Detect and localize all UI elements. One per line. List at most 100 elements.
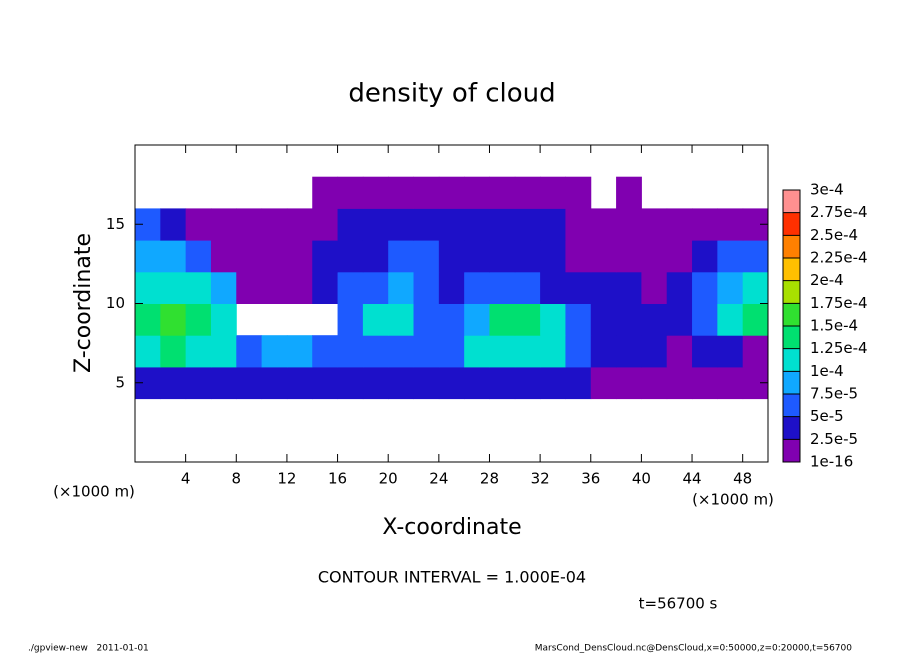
cell xyxy=(616,176,642,209)
x-tick-label: 40 xyxy=(632,470,651,488)
cell xyxy=(286,240,313,273)
cell xyxy=(413,271,440,304)
y-tick-label: 5 xyxy=(115,373,125,391)
cell xyxy=(413,176,440,209)
cell xyxy=(337,366,364,400)
cell xyxy=(641,271,668,304)
cell xyxy=(413,335,440,368)
cell xyxy=(185,240,212,273)
cell xyxy=(185,366,212,400)
cell xyxy=(489,366,516,400)
cell xyxy=(210,335,237,368)
x-tick-label: 24 xyxy=(429,470,448,488)
colorbar-swatch xyxy=(783,394,800,417)
cell xyxy=(641,303,668,336)
cell xyxy=(312,271,339,304)
cell xyxy=(565,366,592,400)
cell xyxy=(692,335,718,368)
cell xyxy=(337,335,364,368)
cell xyxy=(261,271,288,304)
y-tick-label: 10 xyxy=(106,294,125,312)
cell xyxy=(210,208,237,241)
cell xyxy=(388,303,415,336)
y-unit-label: (×1000 m) xyxy=(53,483,135,501)
cell xyxy=(438,176,465,209)
cell xyxy=(641,240,668,273)
cell xyxy=(540,303,566,336)
cell xyxy=(717,208,744,241)
colorbar-swatch xyxy=(783,371,800,394)
cell xyxy=(464,176,490,209)
colorbar-label: 1.75e-4 xyxy=(810,294,868,312)
cell xyxy=(337,271,364,304)
cell xyxy=(666,240,693,273)
cell xyxy=(312,208,339,241)
colorbar-swatch xyxy=(783,303,800,326)
cell xyxy=(666,208,693,241)
colorbar-label: 7.5e-5 xyxy=(810,385,858,403)
colorbar-swatch xyxy=(783,258,800,281)
cell xyxy=(692,303,718,336)
cell xyxy=(261,335,288,368)
cell xyxy=(692,240,718,273)
cell xyxy=(590,240,617,273)
cell xyxy=(160,335,187,368)
cell xyxy=(514,240,541,273)
cell xyxy=(540,335,566,368)
cell xyxy=(464,335,490,368)
cell xyxy=(160,208,187,241)
cell xyxy=(666,335,693,368)
cell xyxy=(261,366,288,400)
cell xyxy=(160,271,187,304)
cell xyxy=(413,366,440,400)
cell xyxy=(135,335,161,368)
cell xyxy=(286,335,313,368)
cell xyxy=(540,271,566,304)
cell xyxy=(362,366,389,400)
cell xyxy=(236,335,263,368)
cell xyxy=(489,271,516,304)
cell xyxy=(160,240,187,273)
cell xyxy=(388,240,415,273)
cell xyxy=(438,208,465,241)
cell xyxy=(590,271,617,304)
cell xyxy=(438,335,465,368)
cell xyxy=(616,240,642,273)
cell xyxy=(641,208,668,241)
cell xyxy=(135,303,161,336)
cell xyxy=(540,240,566,273)
colorbar-swatch xyxy=(783,280,800,304)
cell xyxy=(717,335,744,368)
cell xyxy=(438,240,465,273)
chart-title: density of cloud xyxy=(348,79,555,109)
cell xyxy=(337,208,364,241)
cell xyxy=(514,303,541,336)
cell xyxy=(514,335,541,368)
cell xyxy=(236,366,263,400)
x-unit-label: (×1000 m) xyxy=(692,491,774,509)
cell xyxy=(362,176,389,209)
cell xyxy=(489,176,516,209)
cell xyxy=(540,176,566,209)
x-tick-label: 12 xyxy=(277,470,296,488)
cell xyxy=(514,208,541,241)
cell xyxy=(413,303,440,336)
cell xyxy=(641,366,668,400)
cell xyxy=(565,240,592,273)
cell xyxy=(210,366,237,400)
cell xyxy=(489,335,516,368)
cell xyxy=(135,240,161,273)
colorbar-label: 1e-16 xyxy=(810,453,853,471)
colorbar-label: 5e-5 xyxy=(810,407,844,425)
cell xyxy=(666,303,693,336)
cell xyxy=(717,240,744,273)
cell xyxy=(514,271,541,304)
cell xyxy=(565,335,592,368)
cell xyxy=(185,271,212,304)
cell xyxy=(514,176,541,209)
cell xyxy=(261,208,288,241)
x-tick-label: 8 xyxy=(232,470,242,488)
cell xyxy=(388,335,415,368)
colorbar-label: 2.5e-5 xyxy=(810,430,858,448)
